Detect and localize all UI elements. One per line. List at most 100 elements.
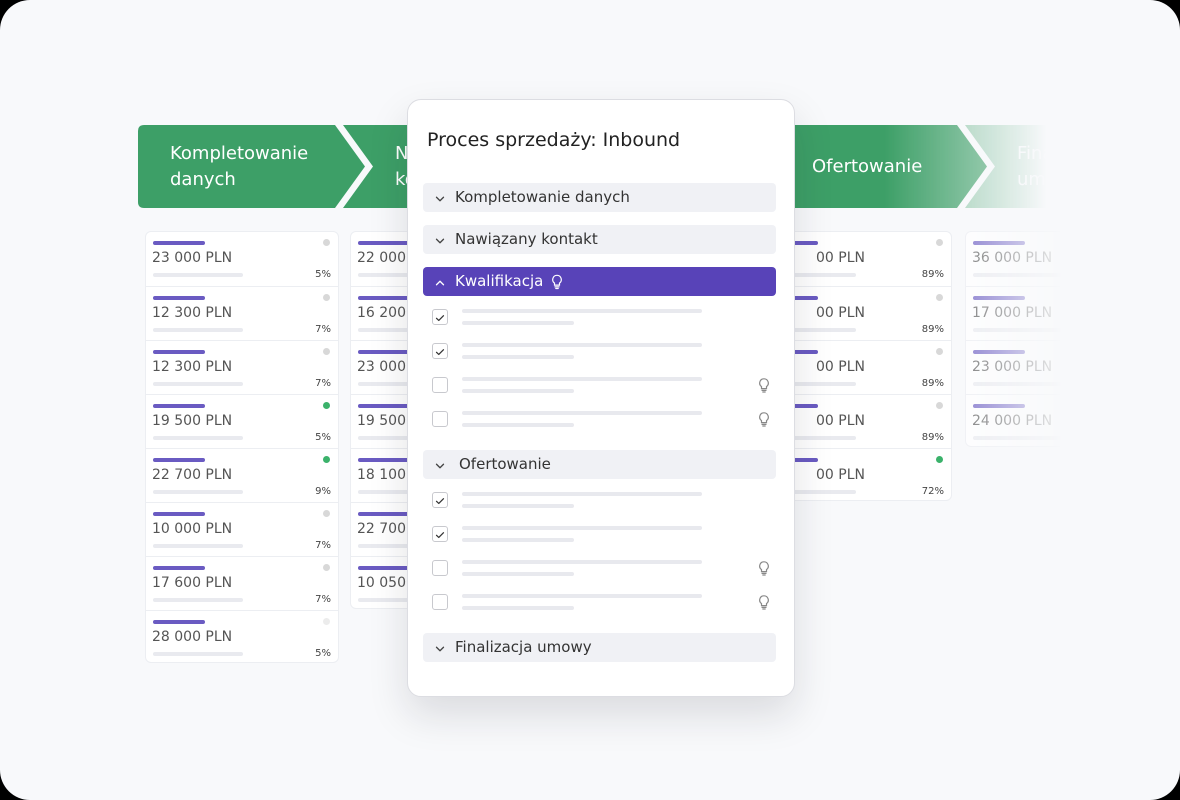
deal-card: 23 000 PLN 5% [146, 232, 338, 286]
checklist-item [423, 590, 776, 614]
section-header: Kwalifikacja [423, 267, 776, 296]
owner-bar [153, 350, 205, 354]
owner-bar [358, 512, 410, 516]
hint-icon [756, 376, 772, 394]
progress-bar [973, 436, 1063, 440]
checklist-item [423, 339, 776, 363]
deal-card: 28 000 PLN 5% [146, 610, 338, 664]
text-placeholder [462, 572, 574, 576]
text-placeholder [462, 560, 702, 564]
progress-bar [973, 328, 1063, 332]
progress-bar [358, 598, 448, 602]
stage-label: Ofertowanie [812, 155, 923, 177]
deal-amount: 17 000 PLN [972, 305, 1053, 321]
deal-column: 36 000 PLN 17 000 PLN 23 000 PLN 24 000 PLN [965, 231, 1159, 447]
deal-amount: 28 000 PLN [152, 629, 233, 645]
hint-icon-svg [759, 412, 769, 427]
owner-bar [973, 404, 1025, 408]
deal-amount: 36 000 PLN [972, 250, 1053, 266]
section-header: Kompletowanie danych [423, 183, 776, 212]
owner-bar [358, 241, 410, 245]
deal-percent: 89% [921, 324, 944, 335]
status-dot [323, 348, 330, 355]
progress-bar [766, 382, 856, 386]
deal-card: 36 000 PLN [966, 232, 1158, 286]
deal-amount: 12 300 PLN [152, 305, 233, 321]
hint-icon-svg [759, 561, 769, 576]
chevron [433, 191, 447, 205]
progress-bar [358, 273, 448, 277]
deal-amount: 12 300 PLN [152, 359, 233, 375]
checkbox [432, 594, 448, 610]
section-header: Ofertowanie [423, 450, 776, 479]
section-label: Ofertowanie [459, 455, 551, 473]
progress-bar [358, 544, 448, 548]
stage: Ofertowanie [760, 125, 987, 208]
owner-bar [973, 350, 1025, 354]
text-placeholder [462, 423, 574, 427]
section-header: Finalizacja umowy [423, 633, 776, 662]
stage-shape [965, 125, 1180, 208]
chevron [433, 233, 447, 247]
text-placeholder [462, 411, 702, 415]
checklist-item [423, 407, 776, 431]
progress-bar [973, 273, 1063, 277]
checklist-item [423, 305, 776, 329]
owner-bar [153, 512, 205, 516]
deal-percent: 7% [315, 594, 331, 605]
progress-bar [153, 273, 243, 277]
checkbox [432, 343, 448, 359]
deal-column: 23 000 PLN 5% 12 300 PLN 7% 12 300 PLN 7% 19 5… [145, 231, 339, 663]
checklist-item [423, 373, 776, 397]
owner-bar [973, 296, 1025, 300]
deal-percent: 5% [315, 269, 331, 280]
deal-card: 10 000 PLN 7% [146, 502, 338, 556]
stage-shape-svg [760, 125, 987, 208]
stage: Finalizacja umowy [965, 125, 1180, 208]
status-dot [936, 239, 943, 246]
status-dot [323, 618, 330, 625]
stage: Kompletowanie danych [138, 125, 365, 208]
checkbox [432, 492, 448, 508]
deal-amount: 00 PLN [816, 467, 865, 483]
checkmark-svg [435, 498, 445, 505]
deal-percent: 7% [315, 378, 331, 389]
owner-bar [153, 620, 205, 624]
section-label: Kompletowanie danych [455, 188, 630, 206]
section-header: Nawiązany kontakt [423, 225, 776, 254]
deal-amount: 00 PLN [816, 359, 865, 375]
hint-icon-svg [552, 274, 562, 290]
status-dot [936, 348, 943, 355]
deal-card: 17 000 PLN [966, 286, 1158, 340]
hint-icon [756, 559, 772, 577]
stage-label: Kompletowanie danych [170, 142, 309, 190]
section-label: Nawiązany kontakt [455, 230, 598, 248]
progress-bar [153, 328, 243, 332]
text-placeholder [462, 321, 574, 325]
text-placeholder [462, 594, 702, 598]
progress-bar [153, 382, 243, 386]
text-placeholder [462, 538, 574, 542]
checkmark-svg [435, 532, 445, 539]
deal-card: 23 000 PLN [966, 340, 1158, 394]
status-dot [936, 402, 943, 409]
owner-bar [358, 458, 410, 462]
checkbox [432, 526, 448, 542]
status-dot [323, 456, 330, 463]
chevron-svg [435, 646, 445, 652]
text-placeholder [462, 526, 702, 530]
progress-bar [358, 490, 448, 494]
stage-shape [760, 125, 987, 208]
hint-icon [756, 593, 772, 611]
progress-bar [153, 544, 243, 548]
text-placeholder [462, 343, 702, 347]
deal-percent: 5% [315, 648, 331, 659]
checklist-item [423, 522, 776, 546]
progress-bar [358, 382, 448, 386]
deal-amount: 10 000 PLN [152, 521, 233, 537]
checkmark [433, 310, 447, 324]
checkbox [432, 560, 448, 576]
checkmark [433, 527, 447, 541]
status-dot [936, 456, 943, 463]
status-dot [936, 294, 943, 301]
